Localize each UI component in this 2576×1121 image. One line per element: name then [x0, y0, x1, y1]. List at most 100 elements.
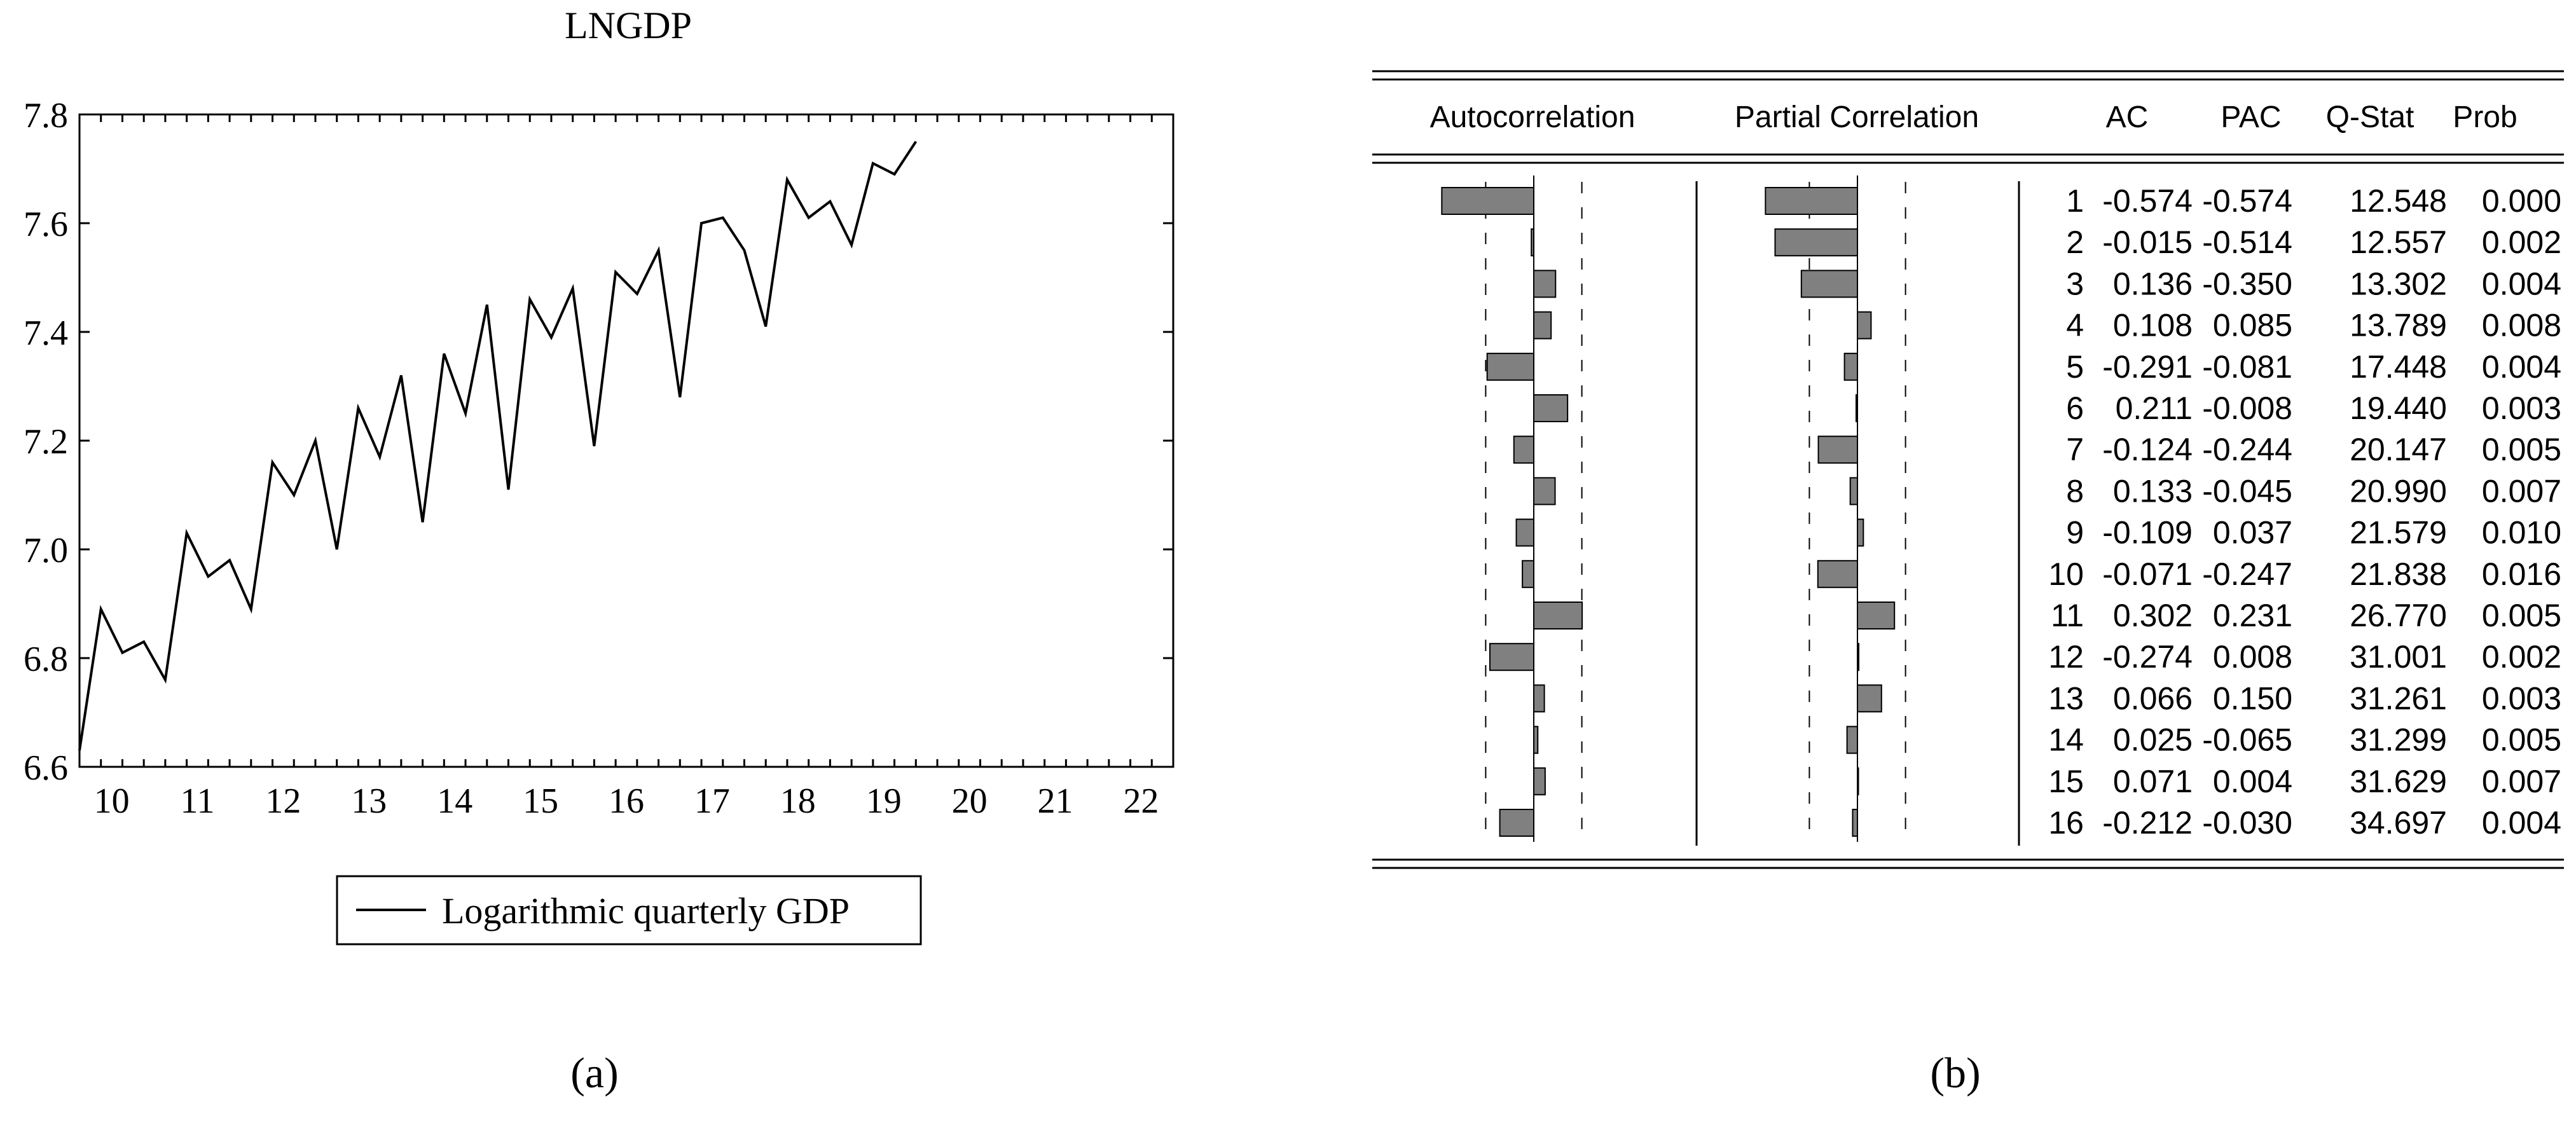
x-tick-label: 13: [351, 781, 387, 821]
y-tick-label: 7.0: [24, 531, 68, 570]
lag-label: 12: [2048, 639, 2084, 675]
data-point: [336, 549, 338, 550]
ac-bar: [1533, 602, 1583, 629]
x-tick-label: 20: [952, 781, 988, 821]
prob-value: 0.002: [2482, 639, 2561, 675]
pac-value: -0.574: [2202, 183, 2292, 219]
pac-value: -0.350: [2202, 266, 2292, 301]
qstat-value: 26.770: [2350, 598, 2447, 633]
autocorrelation-header: Autocorrelation: [1430, 100, 1636, 134]
lag-label: 16: [2048, 805, 2084, 841]
partial-correlation-header: Partial Correlation: [1735, 100, 1979, 134]
pac-bar: [1852, 809, 1858, 837]
ac-value: 0.071: [2113, 764, 2193, 799]
chart-title: LNGDP: [565, 4, 692, 46]
prob-value: 0.000: [2482, 183, 2561, 219]
pac-value: 0.004: [2213, 764, 2292, 799]
ac-bar: [1533, 684, 1545, 713]
data-point: [572, 288, 574, 289]
x-tick-label: 17: [694, 781, 730, 821]
ac-value: -0.071: [2102, 556, 2193, 592]
pac-value: -0.045: [2202, 473, 2292, 509]
pac-value: 0.037: [2213, 515, 2292, 551]
prob-value: 0.005: [2482, 722, 2561, 758]
data-point: [508, 489, 509, 490]
lag-label: 8: [2066, 473, 2084, 509]
legend-label: Logarithmic quarterly GDP: [442, 890, 850, 932]
pac-bar: [1800, 270, 1859, 298]
lag-label: 15: [2048, 764, 2084, 799]
data-point: [422, 521, 424, 523]
ac-value: -0.291: [2102, 349, 2193, 385]
prob-value: 0.002: [2482, 224, 2561, 260]
pac-value: -0.244: [2202, 432, 2292, 467]
pac-header: PAC: [2221, 100, 2281, 134]
pac-bar: [1857, 684, 1882, 713]
x-tick-label: 18: [780, 781, 816, 821]
lag-label: 7: [2066, 432, 2084, 467]
data-point: [207, 576, 209, 577]
gdp-series-line: [78, 141, 917, 751]
correlation-bars: [1441, 175, 1906, 842]
x-tick-label: 10: [94, 781, 130, 821]
ac-bar: [1489, 643, 1534, 671]
ac-value: -0.574: [2102, 183, 2193, 219]
ac-header: AC: [2106, 100, 2149, 134]
qstat-value: 13.302: [2350, 266, 2447, 301]
ac-value: 0.133: [2113, 473, 2193, 509]
panel-a-caption: (a): [570, 1049, 618, 1097]
data-point: [100, 609, 102, 610]
pac-bar: [1857, 767, 1859, 795]
prob-value: 0.003: [2482, 390, 2561, 426]
plot-frame: [78, 113, 1174, 768]
qstat-value: 31.299: [2350, 722, 2447, 758]
ac-bar: [1531, 228, 1534, 257]
data-point: [272, 462, 273, 463]
pac-value: -0.008: [2202, 390, 2292, 426]
ac-bar: [1533, 270, 1557, 298]
pac-bar: [1765, 187, 1859, 215]
lag-label: 3: [2066, 266, 2084, 301]
pac-bar: [1857, 311, 1872, 340]
pac-bar: [1774, 228, 1858, 257]
pac-value: 0.008: [2213, 639, 2292, 675]
qstat-value: 12.557: [2350, 224, 2447, 260]
pac-value: 0.150: [2213, 680, 2292, 716]
y-tick-label: 6.8: [24, 640, 68, 679]
pac-bar: [1857, 518, 1864, 547]
pac-bar: [1817, 560, 1859, 588]
ac-bar: [1486, 352, 1534, 381]
qstat-value: 13.789: [2350, 308, 2447, 343]
ac-value: -0.274: [2102, 639, 2193, 675]
lag-label: 9: [2066, 515, 2084, 551]
ac-bar: [1533, 394, 1569, 422]
correlogram: Autocorrelation Partial Correlation AC P…: [1372, 70, 2564, 1097]
x-tick-label: 19: [866, 781, 902, 821]
qstat-value: 12.548: [2350, 183, 2447, 219]
ac-bar: [1441, 187, 1535, 215]
pac-bar: [1857, 602, 1896, 629]
ac-value: 0.211: [2116, 390, 2193, 426]
pac-bar: [1855, 394, 1858, 422]
prob-value: 0.005: [2482, 432, 2561, 467]
pac-value: -0.030: [2202, 805, 2292, 841]
ac-bar: [1513, 436, 1534, 464]
qstat-value: 20.990: [2350, 473, 2447, 509]
prob-value: 0.016: [2482, 556, 2561, 592]
ac-value: -0.124: [2102, 432, 2193, 467]
data-point: [658, 250, 659, 251]
pac-bar: [1849, 477, 1858, 505]
x-tick-label: 21: [1038, 781, 1073, 821]
prob-value: 0.004: [2482, 266, 2561, 301]
data-point: [121, 652, 123, 653]
prob-value: 0.008: [2482, 308, 2561, 343]
ac-bar: [1499, 809, 1534, 837]
prob-value: 0.007: [2482, 764, 2561, 799]
pac-value: -0.065: [2202, 722, 2292, 758]
lag-label: 2: [2066, 224, 2084, 260]
lag-label: 10: [2048, 556, 2084, 592]
lag-label: 11: [2051, 598, 2084, 633]
correlogram-rows: 1 -0.574 -0.574 12.548 0.000 2 -0.015 -0.514 12.…: [2048, 183, 2561, 841]
pac-value: -0.081: [2202, 349, 2292, 385]
qstat-value: 31.261: [2350, 680, 2447, 716]
